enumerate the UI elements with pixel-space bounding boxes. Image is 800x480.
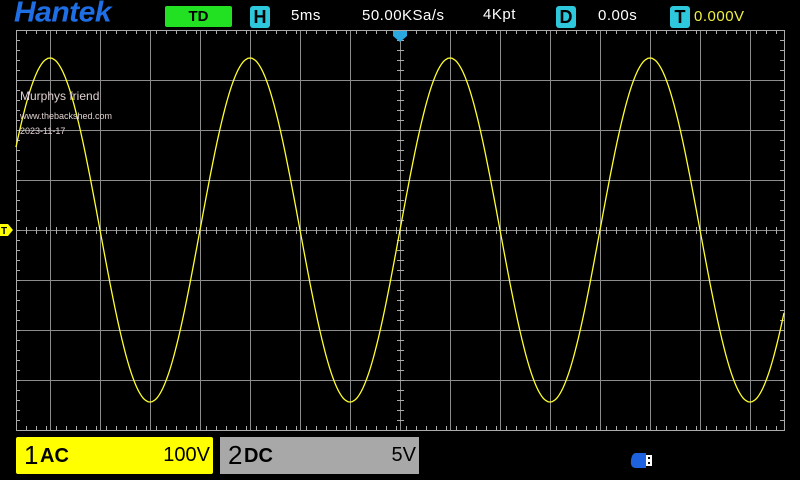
overlay-line-2: www.thebackshed.com: [19, 111, 112, 121]
text-overlay: Murphys friend www.thebackshed.com 2023-…: [19, 89, 112, 136]
trigger-level[interactable]: 0.000V: [694, 8, 745, 25]
memory-depth: 4Kpt: [483, 6, 516, 23]
acquisition-mode[interactable]: TD: [165, 6, 232, 27]
horizontal-badge: H: [250, 6, 270, 28]
channel-number: 1: [24, 440, 39, 470]
trigger-position-marker[interactable]: [393, 31, 407, 42]
sample-rate: 50.00KSa/s: [362, 7, 445, 24]
overlay-line-1: Murphys friend: [20, 89, 99, 103]
channel-1-waveform: [15, 57, 785, 403]
usb-icon: [630, 453, 652, 468]
channel-scale: 100V: [163, 444, 210, 466]
channel-coupling: AC: [40, 445, 69, 467]
trigger-badge: T: [670, 6, 690, 28]
channel-coupling: DC: [244, 445, 273, 467]
svg-text:T: T: [1, 226, 7, 237]
delay-value[interactable]: 0.00s: [598, 7, 638, 24]
trigger-level-marker[interactable]: T: [0, 224, 13, 237]
overlay-line-3: 2023-11-17: [20, 126, 65, 136]
timebase[interactable]: 5ms: [291, 7, 321, 24]
channel-2-info[interactable]: 2 DC 5V: [220, 437, 419, 474]
delay-badge: D: [556, 6, 576, 28]
channel-1-info[interactable]: 1 AC 100V: [16, 437, 213, 474]
hantek-logo: Hantek: [14, 0, 112, 29]
channel-scale: 5V: [391, 444, 416, 466]
channel-number: 2: [228, 440, 243, 470]
